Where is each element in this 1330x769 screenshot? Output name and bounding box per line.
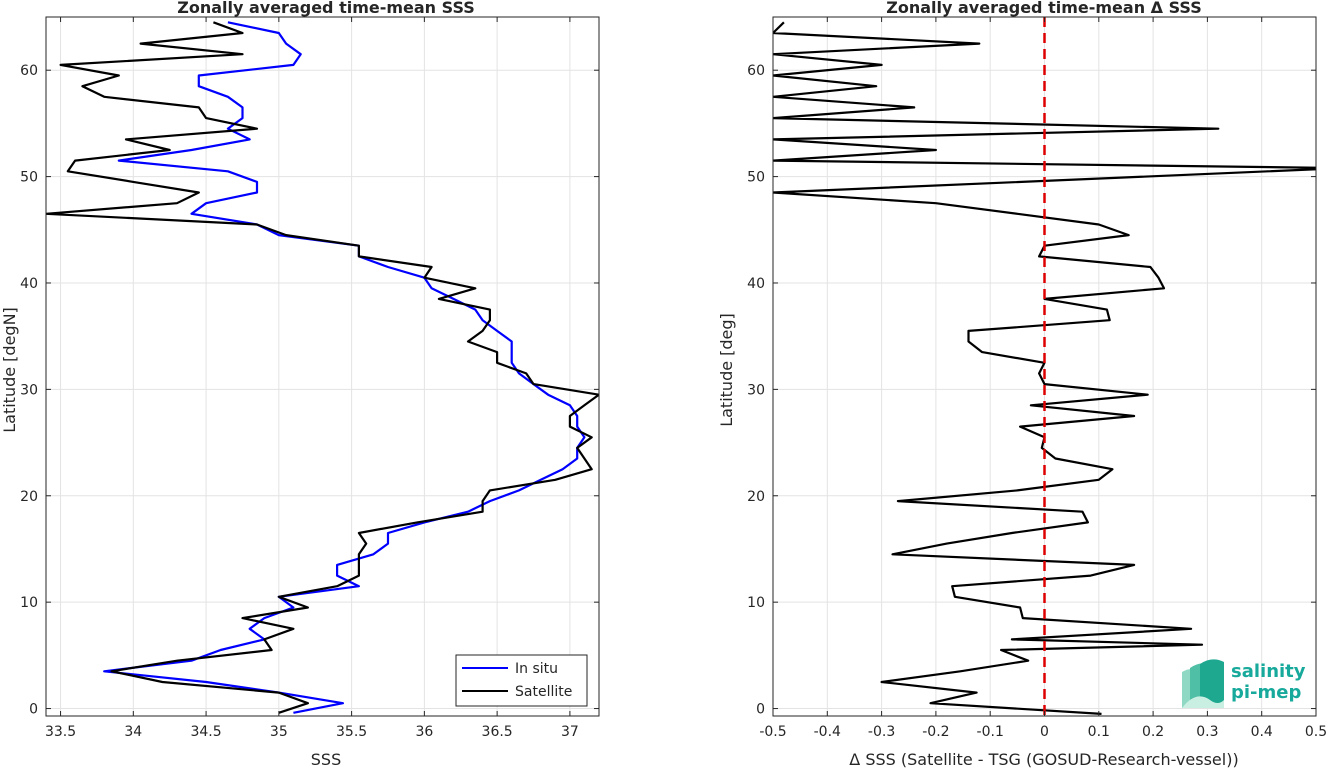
legend-in-situ-label: In situ xyxy=(515,661,558,677)
sss-xtick-label: 36.5 xyxy=(482,724,513,740)
sss-ylabel: Latitude [degN] xyxy=(0,307,19,433)
delta-xtick-label: 0.4 xyxy=(1251,724,1273,740)
sss-series xyxy=(46,21,599,714)
sss-xtick-label: 36 xyxy=(415,724,433,740)
sss-ytick-label: 10 xyxy=(20,595,38,611)
delta-ytick-label: 30 xyxy=(747,382,765,398)
sss-panel: 33.5 34 34.5 35 35.5 36 36.5 37 0 10 20 30 40 50 60 Zo… xyxy=(0,0,600,769)
sss-legend: In situ Satellite xyxy=(455,654,588,707)
delta-xtick-label: -0.3 xyxy=(868,724,895,740)
delta-ytick-label: 60 xyxy=(747,63,765,79)
sss-plot-area xyxy=(46,17,599,716)
salinity-pi-mep-logo: salinity pi-mep xyxy=(1182,659,1306,708)
sss-ytick-label: 50 xyxy=(20,170,38,186)
delta-xlabel: Δ SSS (Satellite - TSG (GOSUD-Research-v… xyxy=(849,750,1238,769)
delta-ylabel: Latitude [deg] xyxy=(717,313,736,427)
sss-axes-box xyxy=(45,16,600,717)
delta-ticks: -0.5 -0.4 -0.3 -0.2 -0.1 0 0.1 0.2 0.3 0.4 0.5 0 10 2… xyxy=(747,17,1327,740)
sss-xtick-label: 34.5 xyxy=(190,724,221,740)
delta-xtick-label: -0.2 xyxy=(922,724,949,740)
delta-xtick-label: 0.1 xyxy=(1088,724,1110,740)
delta-ytick-label: 40 xyxy=(747,276,765,292)
logo-wave-icon xyxy=(1182,659,1224,708)
delta-ytick-label: 10 xyxy=(747,595,765,611)
sss-ytick-label: 20 xyxy=(20,489,38,505)
delta-xtick-label: 0.3 xyxy=(1196,724,1218,740)
sss-ytick-label: 0 xyxy=(29,702,38,718)
sss-grid xyxy=(46,17,599,716)
delta-ytick-label: 0 xyxy=(756,702,765,718)
sss-title: Zonally averaged time-mean SSS xyxy=(177,0,475,17)
delta-ytick-label: 50 xyxy=(747,170,765,186)
delta-series xyxy=(773,21,1316,715)
sss-ytick-label: 60 xyxy=(20,63,38,79)
delta-xtick-label: 0 xyxy=(1040,724,1049,740)
delta-title: Zonally averaged time-mean Δ SSS xyxy=(886,0,1202,17)
delta-xtick-label: -0.1 xyxy=(977,724,1004,740)
delta-series-line-delta xyxy=(773,21,1316,715)
sss-series-line-satellite xyxy=(46,21,599,714)
sss-xlabel: SSS xyxy=(311,750,341,769)
sss-xtick-label: 35.5 xyxy=(336,724,367,740)
delta-ytick-label: 20 xyxy=(747,489,765,505)
delta-xtick-label: -0.5 xyxy=(759,724,786,740)
sss-ytick-label: 40 xyxy=(20,276,38,292)
legend-box xyxy=(455,654,588,707)
delta-xtick-label: 0.2 xyxy=(1142,724,1164,740)
legend-satellite-label: Satellite xyxy=(515,684,572,700)
logo-line2: pi-mep xyxy=(1231,682,1301,703)
sss-xtick-label: 33.5 xyxy=(45,724,76,740)
sss-xtick-label: 35 xyxy=(270,724,288,740)
delta-sss-panel: -0.5 -0.4 -0.3 -0.2 -0.1 0 0.1 0.2 0.3 0.4 0.5 0 10 2… xyxy=(717,0,1327,769)
delta-xtick-label: 0.5 xyxy=(1305,724,1327,740)
logo-line1: salinity xyxy=(1231,661,1306,682)
sss-ytick-label: 30 xyxy=(20,382,38,398)
sss-xtick-label: 37 xyxy=(561,724,579,740)
delta-xtick-label: -0.4 xyxy=(814,724,841,740)
sss-ticks: 33.5 34 34.5 35 35.5 36 36.5 37 0 10 20 30 40 50 60 xyxy=(20,17,599,740)
sss-xtick-label: 34 xyxy=(124,724,142,740)
